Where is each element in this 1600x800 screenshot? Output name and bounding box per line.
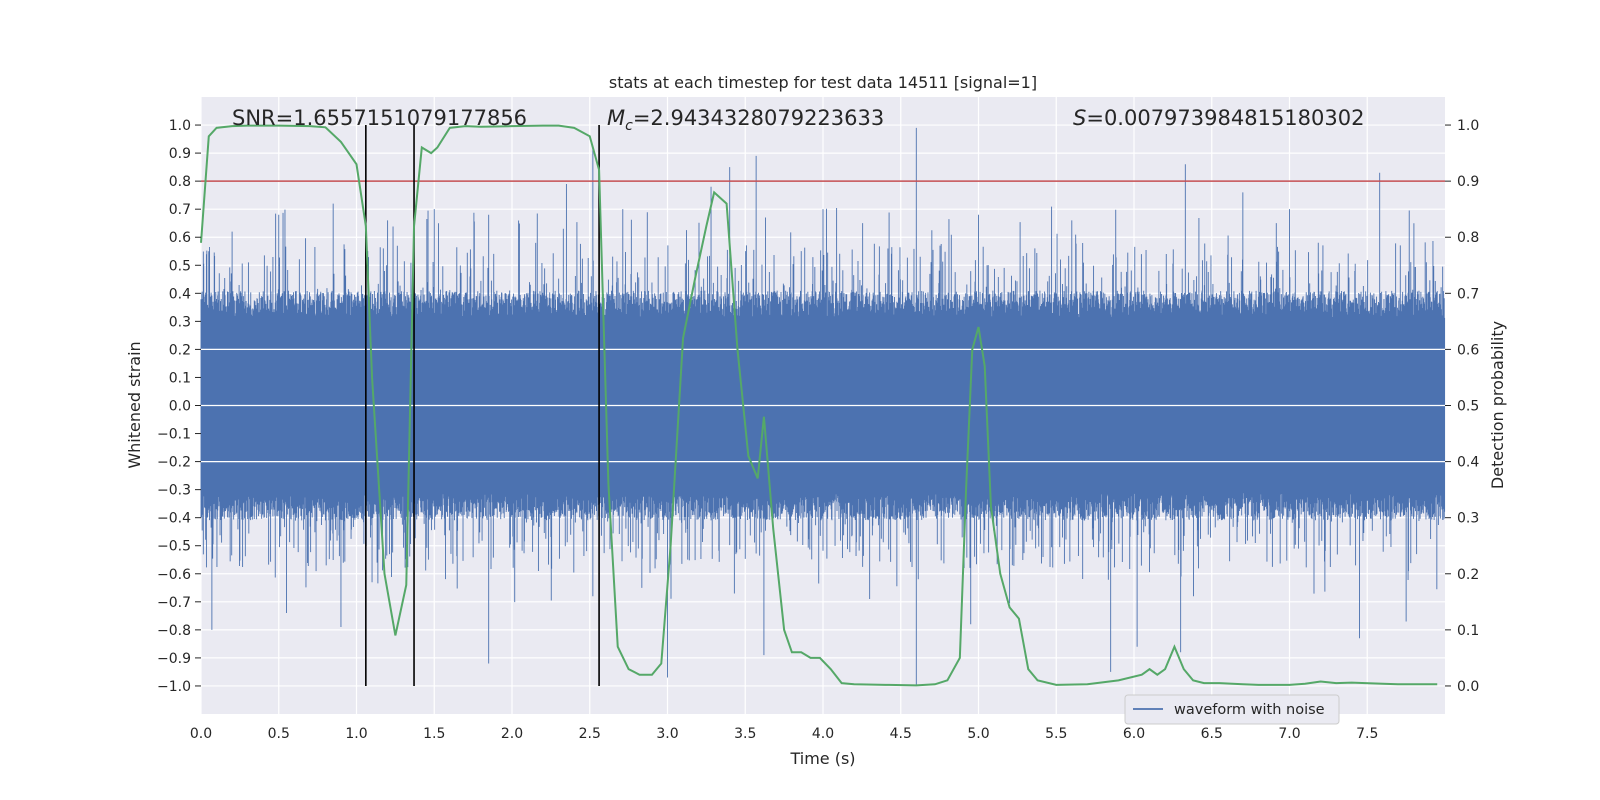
y-tick-label: 0.1 — [169, 370, 191, 386]
legend: waveform with noise — [1124, 694, 1340, 725]
y-tick-label: 0.3 — [169, 314, 191, 330]
x-tick-label: 2.5 — [579, 726, 601, 742]
chirp-mass-annotation: Mc=2.9434328079223633 — [607, 106, 884, 134]
x-tick-label: 2.0 — [501, 726, 523, 742]
legend-label: waveform with noise — [1174, 702, 1325, 718]
y-tick-label: 0.9 — [169, 146, 191, 162]
y-tick-label: 0.5 — [169, 258, 191, 274]
y-tick-label: −0.5 — [157, 539, 191, 555]
y2-tick-label: 0.2 — [1457, 567, 1479, 583]
y2-axis-label: Detection probability — [1488, 321, 1507, 489]
snr-annotation: SNR=1.6557151079177856 — [232, 106, 527, 130]
chart-title: stats at each timestep for test data 145… — [609, 73, 1037, 92]
legend-box — [1124, 694, 1340, 725]
y2-tick-label: 0.8 — [1457, 230, 1479, 246]
y2-tick-label: 0.7 — [1457, 286, 1479, 302]
y-tick-label: −0.3 — [157, 483, 191, 499]
x-tick-label: 3.5 — [734, 726, 756, 742]
x-tick-label: 4.5 — [890, 726, 912, 742]
x-tick-label: 4.0 — [812, 726, 834, 742]
x-tick-label: 0.5 — [268, 726, 290, 742]
y2-tick-label: 0.9 — [1457, 174, 1479, 190]
x-tick-label: 5.0 — [967, 726, 989, 742]
y2-tick-label: 0.0 — [1457, 679, 1479, 695]
y-tick-label: −0.7 — [157, 595, 191, 611]
x-tick-label: 0.0 — [190, 726, 212, 742]
y-tick-label: 0.7 — [169, 202, 191, 218]
probability-line — [200, 124, 1438, 687]
y-tick-label: 0.0 — [169, 399, 191, 415]
y-tick-label: 0.6 — [169, 230, 191, 246]
y-tick-label: 0.2 — [169, 342, 191, 358]
y-tick-label: −0.4 — [157, 511, 191, 527]
y2-tick-label: 0.4 — [1457, 455, 1479, 471]
x-tick-label: 1.0 — [345, 726, 367, 742]
y-axis-label: Whitened strain — [125, 341, 144, 468]
x-tick-label: 3.0 — [656, 726, 678, 742]
axes: 0.0 0.5 1.0 1.5 2.0 2.5 3.0 3.5 4.0 4.5 5.0 5.5 6.0 6… — [157, 118, 1479, 742]
y-tick-label: −0.8 — [157, 623, 191, 639]
y2-tick-label: 0.6 — [1457, 342, 1479, 358]
y2-tick-label: 1.0 — [1457, 118, 1479, 134]
y2-tick-label: 0.1 — [1457, 623, 1479, 639]
x-tick-label: 7.0 — [1278, 726, 1300, 742]
y2-tick-label: 0.5 — [1457, 399, 1479, 415]
y-tick-label: −0.1 — [157, 427, 191, 443]
y-tick-label: −0.2 — [157, 455, 191, 471]
x-tick-label: 6.0 — [1123, 726, 1145, 742]
x-tick-label: 6.5 — [1201, 726, 1223, 742]
x-tick-label: 1.5 — [423, 726, 445, 742]
x-tick-label: 7.5 — [1356, 726, 1378, 742]
y-tick-label: 0.8 — [169, 174, 191, 190]
x-tick-label: 5.5 — [1045, 726, 1067, 742]
x-axis-label: Time (s) — [789, 749, 855, 768]
s-annotation: S=0.007973984815180302 — [1073, 106, 1364, 130]
y-tick-label: 0.4 — [169, 286, 191, 302]
y-tick-label: −0.9 — [157, 651, 191, 667]
probability-series — [200, 124, 1438, 687]
y-tick-label: −0.6 — [157, 567, 191, 583]
y2-tick-label: 0.3 — [1457, 511, 1479, 527]
y-tick-label: −1.0 — [157, 679, 191, 695]
y-tick-label: 1.0 — [169, 118, 191, 134]
